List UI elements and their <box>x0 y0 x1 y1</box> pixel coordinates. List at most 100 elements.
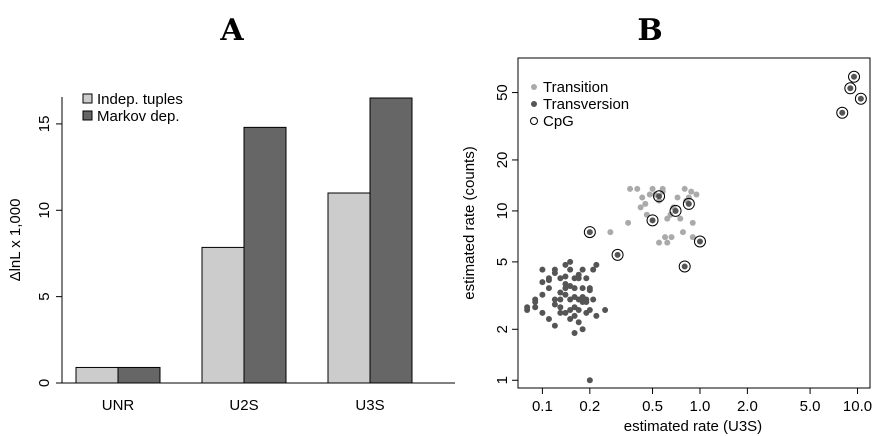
y-tick-label: 1 <box>494 376 511 384</box>
transversion-point <box>557 296 564 303</box>
x-axis-title: estimated rate (U3S) <box>624 418 762 435</box>
transition-point <box>674 194 681 201</box>
transition-point <box>681 185 688 192</box>
transition-point <box>685 194 692 201</box>
x-tick-label: U3S <box>355 397 384 414</box>
transversion-point <box>557 309 564 316</box>
cpg-point-ring <box>844 82 857 95</box>
transition-point <box>689 219 696 226</box>
transition-point <box>625 219 632 226</box>
transversion-point <box>539 279 546 286</box>
points <box>524 70 867 384</box>
y-tick-label: 15 <box>36 116 53 133</box>
cpg-point-fill <box>681 263 688 270</box>
transition-point <box>664 239 671 246</box>
transversion-point <box>593 312 600 319</box>
transversion-point <box>562 291 569 298</box>
transversion-point <box>557 275 564 282</box>
transition-point <box>642 200 649 207</box>
x-tick-label: U2S <box>229 397 258 414</box>
transversion-point <box>571 275 578 282</box>
x-tick-label: 0.2 <box>579 398 600 415</box>
transversion-point <box>579 326 586 333</box>
cpg-point-fill <box>696 238 703 245</box>
bar <box>243 126 287 384</box>
transversion-point <box>539 291 546 298</box>
transition-point <box>627 185 634 192</box>
cpg-point-ring <box>669 204 682 217</box>
transversion-point <box>575 271 582 278</box>
legend-label: Indep. tuples <box>97 91 183 108</box>
cpg-point-ring <box>678 260 691 273</box>
transversion-point <box>567 266 574 273</box>
legend-label: Transition <box>543 79 608 96</box>
legend-marker <box>531 101 537 107</box>
cpg-point-ring <box>682 197 695 210</box>
bar-chart-panel-a: 0 5 10 15 UNR U2S U3S ΔlnL x 1,000 Indep. tup… <box>7 91 455 414</box>
y-tick-label: 10 <box>36 202 53 219</box>
transversion-point <box>579 285 586 292</box>
transversion-point <box>557 304 564 311</box>
transition-point <box>646 191 653 198</box>
transition-point <box>667 211 674 218</box>
transversion-point <box>562 281 569 288</box>
bar-group <box>75 97 413 384</box>
legend-marker <box>530 117 538 125</box>
bar <box>201 246 245 384</box>
y-ticks: 0 5 10 15 <box>36 116 62 387</box>
transition-point <box>639 194 646 201</box>
legend-swatch <box>82 93 93 104</box>
transversion-point <box>579 266 586 273</box>
transversion-point <box>532 304 539 311</box>
transversion-point <box>551 322 558 329</box>
legend-label: CpG <box>543 113 574 130</box>
transition-point <box>679 229 686 236</box>
bar <box>369 97 413 384</box>
transition-point <box>677 215 684 222</box>
transversion-point <box>579 294 586 301</box>
transition-point <box>693 191 700 198</box>
y-tick-label: 5 <box>494 258 511 266</box>
transition-point <box>637 204 644 211</box>
transversion-point <box>567 296 574 303</box>
bar <box>117 366 161 384</box>
cpg-point-fill <box>672 207 679 214</box>
transversion-point <box>545 285 552 292</box>
transition-point <box>607 229 614 236</box>
y-tick-label: 2 <box>494 325 511 333</box>
cpg-point-ring <box>848 70 861 83</box>
panel-b-label: B <box>637 13 662 48</box>
transversion-point <box>602 306 609 313</box>
y-tick-label: 20 <box>494 152 511 169</box>
cpg-point-fill <box>656 193 663 200</box>
cpg-point-ring <box>836 106 849 119</box>
cpg-point-ring <box>583 226 596 239</box>
transversion-point <box>567 283 574 290</box>
transversion-point <box>575 306 582 313</box>
transversion-point <box>571 294 578 301</box>
x-tick-labels: UNR U2S U3S <box>102 397 385 414</box>
cpg-point-fill <box>586 229 593 236</box>
transversion-point <box>567 258 574 265</box>
transversion-point <box>586 377 593 384</box>
cpg-point-fill <box>857 95 864 102</box>
transversion-point <box>575 319 582 326</box>
cpg-point-fill <box>847 85 854 92</box>
transversion-point <box>524 304 531 311</box>
transversion-point <box>567 316 574 323</box>
legend-marker <box>531 84 537 90</box>
y-tick-label: 50 <box>494 84 511 101</box>
plot-frame <box>517 57 871 389</box>
transversion-point <box>571 330 578 337</box>
x-tick-label: UNR <box>102 397 135 414</box>
x-tick-label: 5.0 <box>800 398 821 415</box>
transition-point <box>634 185 641 192</box>
transition-point <box>656 239 663 246</box>
transversion-point <box>551 296 558 303</box>
cpg-point-fill <box>851 73 858 80</box>
cpg-point-fill <box>839 109 846 116</box>
transversion-point <box>545 277 552 284</box>
x-tick-label: 2.0 <box>737 398 758 415</box>
transversion-point <box>586 306 593 313</box>
